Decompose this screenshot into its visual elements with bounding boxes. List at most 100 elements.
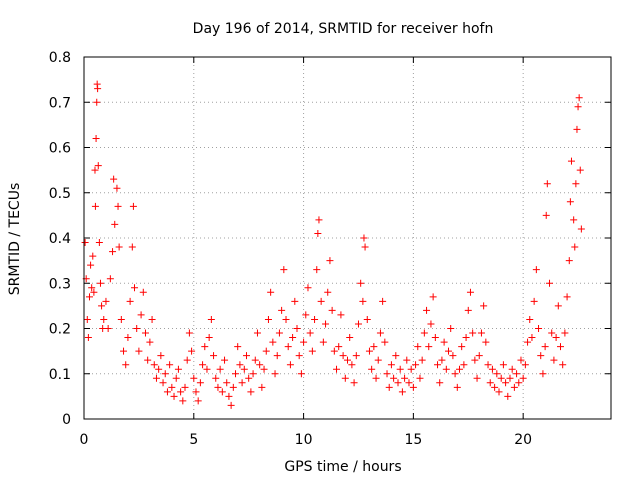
data-point: [207, 315, 215, 323]
plot-frame: [83, 56, 612, 420]
data-point: [414, 343, 422, 351]
data-point: [488, 365, 496, 373]
data-point: [284, 343, 292, 351]
data-point: [570, 216, 578, 224]
data-point: [256, 361, 264, 369]
data-point: [572, 180, 580, 188]
data-point: [542, 211, 550, 219]
data-point: [163, 388, 171, 396]
data-point: [137, 311, 145, 319]
data-point: [462, 334, 470, 342]
data-point: [495, 388, 503, 396]
data-point: [89, 252, 97, 260]
data-point: [216, 365, 224, 373]
data-point: [409, 383, 417, 391]
data-point: [113, 184, 121, 192]
data-point: [324, 288, 332, 296]
data-point: [370, 343, 378, 351]
data-point: [109, 248, 117, 256]
data-point: [120, 347, 128, 355]
data-point: [319, 338, 327, 346]
data-point: [282, 315, 290, 323]
data-point: [403, 356, 411, 364]
data-point: [480, 302, 488, 310]
data-point: [575, 94, 583, 102]
data-point: [124, 334, 132, 342]
data-point: [317, 297, 325, 305]
data-point: [434, 361, 442, 369]
data-point: [566, 198, 574, 206]
data-point: [394, 379, 402, 387]
data-point: [129, 202, 137, 210]
y-tick-label: 0.4: [49, 231, 71, 247]
x-tick-label: 15: [404, 432, 422, 448]
data-point: [554, 302, 562, 310]
data-point: [98, 302, 106, 310]
data-point: [192, 388, 200, 396]
data-point: [573, 125, 581, 133]
data-point: [102, 297, 110, 305]
data-point: [506, 374, 514, 382]
data-point: [314, 229, 322, 237]
data-point: [519, 374, 527, 382]
data-point: [368, 365, 376, 373]
data-point: [90, 288, 98, 296]
data-point: [475, 352, 483, 360]
data-point: [81, 239, 89, 247]
data-point: [84, 334, 92, 342]
data-point: [190, 374, 198, 382]
y-tick-label: 0.6: [49, 141, 71, 157]
data-point: [466, 288, 474, 296]
x-tick-label: 10: [295, 432, 313, 448]
data-point: [144, 356, 152, 364]
data-point: [234, 343, 242, 351]
data-point: [201, 343, 209, 351]
data-point: [445, 347, 453, 355]
data-point: [392, 352, 400, 360]
data-point: [278, 306, 286, 314]
y-tick-label: 0.3: [49, 276, 71, 292]
data-point: [429, 293, 437, 301]
data-point: [360, 234, 368, 242]
data-point: [455, 365, 463, 373]
data-point: [166, 361, 174, 369]
data-point: [493, 370, 501, 378]
data-point: [546, 279, 554, 287]
data-point: [344, 356, 351, 364]
data-point: [83, 315, 91, 323]
data-point: [85, 293, 93, 301]
data-point: [499, 361, 507, 369]
data-point: [203, 365, 211, 373]
data-point: [133, 325, 141, 332]
data-point: [251, 356, 259, 364]
data-point: [574, 103, 582, 111]
data-point: [91, 202, 99, 210]
data-point: [131, 284, 139, 292]
data-point: [385, 383, 393, 391]
x-tick-label: 0: [80, 432, 89, 448]
data-point: [571, 243, 579, 251]
data-point: [416, 374, 424, 382]
data-point: [94, 162, 102, 170]
tick-labels: 0 5 10 15 20 0 0.1 0.2 0.3 0.4 0.5 0.6 0.7 0.8: [49, 50, 532, 448]
data-point: [141, 329, 149, 337]
data-point: [412, 361, 420, 369]
data-point: [236, 361, 244, 369]
x-axis-title: GPS time / hours: [284, 459, 401, 475]
data-point: [381, 338, 389, 346]
data-point: [521, 361, 529, 369]
data-point: [510, 383, 518, 391]
data-point: [286, 361, 294, 369]
data-point: [297, 370, 305, 378]
data-point: [91, 166, 99, 174]
data-point: [561, 329, 569, 337]
data-point: [172, 374, 180, 382]
data-point: [497, 374, 505, 382]
data-point: [407, 365, 415, 373]
data-point: [238, 379, 246, 387]
data-point: [376, 329, 384, 337]
data-point: [106, 275, 114, 283]
data-point: [513, 370, 521, 378]
y-tick-label: 0.5: [49, 186, 71, 202]
